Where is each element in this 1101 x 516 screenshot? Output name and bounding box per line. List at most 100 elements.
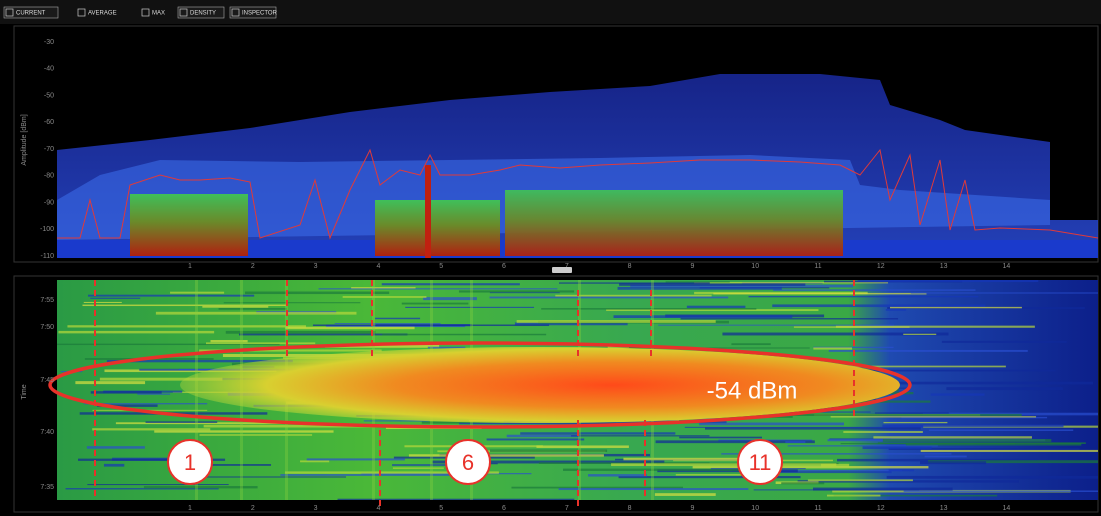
streak	[154, 430, 333, 432]
x-tick-label: 14	[1003, 263, 1011, 270]
streak	[785, 441, 805, 443]
streak	[571, 435, 709, 436]
streak	[536, 445, 628, 448]
streak	[875, 412, 949, 413]
y-tick-label: -30	[44, 39, 54, 46]
streak	[91, 391, 162, 393]
x-tick-label: 14	[1003, 505, 1011, 512]
x-tick-label: 3	[314, 505, 318, 512]
streak	[903, 334, 936, 335]
y-tick-label: -110	[41, 253, 55, 260]
streak	[781, 482, 824, 484]
streak	[920, 461, 986, 464]
x-tick-label: 12	[877, 505, 885, 512]
x-tick-label: 7	[565, 505, 569, 512]
streak	[614, 315, 793, 318]
x-tick-label: 5	[439, 263, 443, 270]
streak	[202, 306, 268, 308]
streak	[382, 334, 546, 335]
streak	[199, 434, 312, 436]
button-label: INSPECTOR	[242, 11, 278, 17]
streak	[459, 290, 574, 292]
streak	[58, 331, 214, 333]
streak	[946, 387, 1062, 390]
streak	[375, 318, 420, 319]
streak	[82, 305, 287, 306]
streak	[713, 293, 926, 295]
streak	[517, 320, 716, 323]
x-tick-label: 9	[690, 263, 694, 270]
streak	[685, 427, 890, 428]
streak	[784, 414, 1021, 416]
streak	[402, 303, 469, 305]
streak	[588, 474, 647, 476]
streak	[843, 431, 923, 433]
streak	[890, 307, 1022, 308]
streak	[921, 450, 1101, 452]
streak	[929, 429, 1073, 431]
streak	[679, 437, 762, 439]
streak	[490, 449, 607, 451]
x-tick-label: 6	[502, 263, 506, 270]
streak	[813, 347, 852, 349]
x-tick-label: 3	[314, 263, 318, 270]
streak	[224, 302, 361, 303]
spike	[425, 165, 431, 258]
x-tick-label: 6	[502, 505, 506, 512]
y-tick-label: 7:35	[40, 484, 54, 491]
streak	[382, 283, 520, 285]
streak	[405, 307, 534, 308]
streak	[541, 308, 756, 309]
y-tick-label: -100	[40, 226, 54, 233]
streak	[873, 436, 1032, 438]
streak	[280, 474, 460, 476]
x-tick-label: 2	[251, 263, 255, 270]
y-tick-label: 7:40	[40, 429, 54, 436]
streak	[887, 476, 1101, 479]
y-axis-label: Amplitude [dBm]	[21, 114, 28, 165]
streak	[156, 312, 357, 315]
streak	[666, 281, 730, 282]
streak	[889, 469, 914, 471]
page: CURRENTAVERAGEMAXDENSITYINSPECTOR Amplit…	[0, 0, 1101, 516]
button-label: DENSITY	[190, 11, 216, 17]
streak	[90, 298, 140, 299]
streak	[67, 325, 306, 327]
streak	[226, 331, 376, 334]
channel-11-signal	[505, 190, 843, 256]
streak	[245, 292, 389, 295]
x-tick-label: 10	[751, 505, 759, 512]
streak	[300, 460, 329, 462]
streak	[687, 306, 746, 308]
streak	[858, 280, 1039, 282]
streak	[731, 343, 770, 345]
x-tick-label: 2	[251, 505, 255, 512]
streak	[87, 446, 145, 449]
streak	[906, 443, 1082, 446]
streak	[137, 394, 170, 395]
streak	[487, 438, 585, 440]
spectrum-analyzer: CURRENTAVERAGEMAXDENSITYINSPECTOR Amplit…	[0, 0, 1101, 516]
streak	[335, 323, 441, 324]
streak	[925, 456, 967, 458]
y-tick-label: 7:50	[40, 324, 54, 331]
streak	[676, 474, 748, 475]
streak	[886, 309, 906, 311]
streak	[104, 464, 124, 467]
y-tick-label: 7:45	[40, 377, 54, 384]
x-tick-label: 8	[628, 263, 632, 270]
x-tick-label: 11	[814, 505, 821, 512]
x-tick-label: 11	[814, 263, 821, 270]
y-tick-label: -40	[44, 66, 54, 73]
streak	[84, 302, 122, 303]
streak	[146, 421, 218, 423]
channel-number: 6	[462, 450, 474, 475]
y-tick-label: -90	[44, 199, 54, 206]
streak	[863, 446, 932, 449]
x-tick-label: 12	[877, 263, 885, 270]
streak	[618, 287, 782, 290]
streak	[882, 425, 1063, 428]
splitter-handle[interactable]	[552, 267, 572, 273]
x-tick-label: 5	[439, 505, 443, 512]
streak	[658, 325, 894, 326]
